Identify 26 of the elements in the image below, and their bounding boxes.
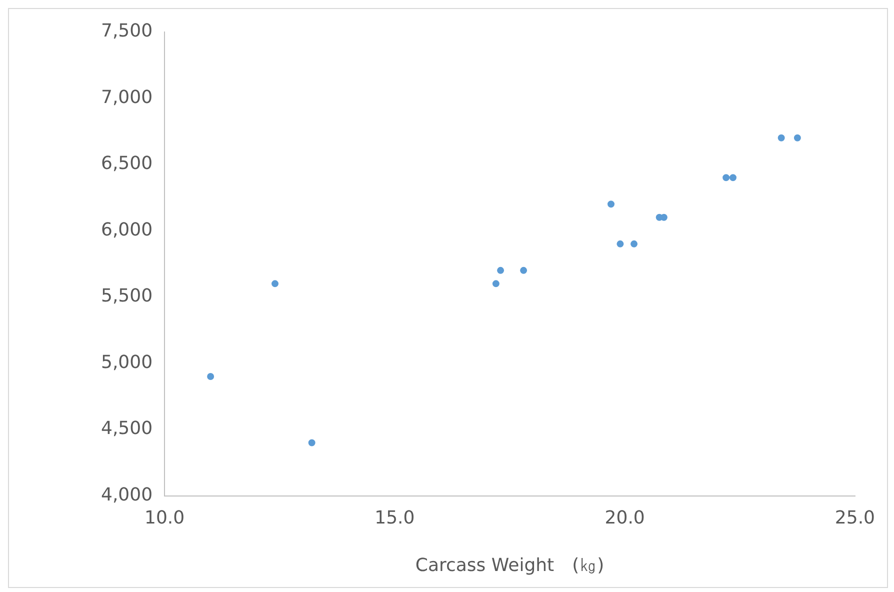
x-tick-label: 25.0: [834, 507, 875, 528]
y-tick-label: 5,500: [101, 286, 153, 307]
point: [492, 280, 500, 288]
point: [207, 372, 214, 380]
point: [520, 266, 528, 274]
point: [722, 174, 730, 182]
point: [630, 240, 638, 248]
point: [729, 174, 736, 182]
y-tick-label: 4,500: [101, 418, 153, 440]
x-tick-label: 15.0: [374, 507, 415, 528]
y-tick-label: 6,000: [101, 219, 153, 240]
point: [794, 134, 801, 142]
y-tick-label: 4,000: [101, 484, 153, 506]
x-axis-title: Carcass Weight (㎏): [415, 554, 604, 576]
x-tick-label: 20.0: [604, 507, 645, 528]
point: [616, 240, 624, 248]
point: [497, 266, 504, 274]
y-tick-label: 7,500: [101, 20, 153, 42]
point: [608, 200, 615, 208]
point: [272, 280, 278, 288]
y-tick-label: 6,500: [101, 153, 153, 174]
y-tick-label: 5,000: [101, 352, 153, 373]
y-tick-label: 7,000: [101, 86, 153, 108]
x-tick-label: 10.0: [144, 507, 185, 528]
point: [308, 439, 316, 446]
point: [778, 134, 785, 142]
